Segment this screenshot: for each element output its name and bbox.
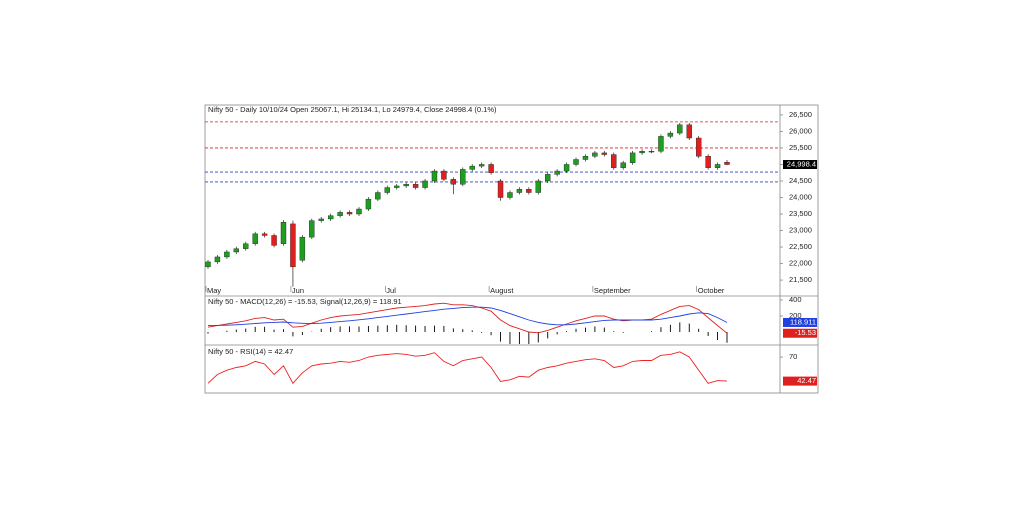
candle-body xyxy=(677,124,683,134)
candle-body xyxy=(573,159,579,165)
candle-body xyxy=(290,223,296,268)
series-line xyxy=(207,351,728,385)
price-tag-label: -15.53 xyxy=(795,328,816,337)
candle-body xyxy=(705,155,711,168)
candle-body xyxy=(412,184,419,188)
candle-body xyxy=(648,151,655,153)
candle-body xyxy=(601,152,608,155)
candle-body xyxy=(243,243,249,249)
x-tick-label: August xyxy=(490,286,514,295)
candle-body xyxy=(205,261,211,268)
candle-body xyxy=(460,169,466,185)
price-tag-label: 42.47 xyxy=(797,376,816,385)
candle-body xyxy=(318,218,324,221)
candle-body xyxy=(582,155,589,160)
candle-body xyxy=(658,136,664,152)
candle-body xyxy=(261,233,268,236)
y-tick-label: 24,000 xyxy=(789,192,812,201)
candle-body xyxy=(724,162,730,165)
candle-body xyxy=(478,164,485,167)
candle-body xyxy=(422,180,428,188)
price-tag xyxy=(783,376,817,386)
candle-body xyxy=(450,179,457,185)
candle-body xyxy=(516,189,523,193)
candle-body xyxy=(327,215,334,220)
candle-body xyxy=(337,212,343,216)
x-tick-label: Jul xyxy=(386,286,396,295)
candle-body xyxy=(375,192,381,200)
y-tick-label: 400 xyxy=(789,295,802,304)
candle-body xyxy=(309,220,315,238)
candle-body xyxy=(441,170,447,180)
price-tag-label: 24,998.4 xyxy=(787,159,816,168)
y-tick-label: 26,000 xyxy=(789,126,812,135)
candle-body xyxy=(252,233,258,244)
candle-body xyxy=(695,137,702,157)
candle-body xyxy=(714,164,721,168)
y-tick-label: 23,500 xyxy=(789,209,812,218)
candle-body xyxy=(233,248,240,253)
candle-body xyxy=(394,185,400,188)
candle-body xyxy=(629,152,636,164)
candle-body xyxy=(346,212,353,215)
x-tick-label: September xyxy=(594,286,631,295)
y-tick-label: 200 xyxy=(789,311,802,320)
candle-body xyxy=(469,165,475,170)
candle-body xyxy=(403,184,409,187)
x-tick-label: Jun xyxy=(292,286,304,295)
candle-body xyxy=(620,162,626,168)
candle-body xyxy=(214,256,221,263)
panel-title: Nifty 50 - RSI(14) = 42.47 xyxy=(208,347,293,356)
y-tick-label: 70 xyxy=(789,352,797,361)
price-tag xyxy=(783,160,817,170)
panel-title: Nifty 50 - MACD(12,26) = -15.53, Signal(… xyxy=(208,297,402,306)
y-tick-label: 26,500 xyxy=(789,110,812,119)
candle-body xyxy=(431,170,438,182)
candle-body xyxy=(563,164,570,172)
price-tag-label: 118.911 xyxy=(790,317,816,326)
candle-body xyxy=(639,151,645,154)
candle-body xyxy=(667,132,674,137)
candle-body xyxy=(611,154,617,168)
y-tick-label: 25,500 xyxy=(789,143,812,152)
y-tick-label: 21,500 xyxy=(789,275,812,284)
x-tick-label: May xyxy=(207,286,221,295)
candle-body xyxy=(592,152,598,157)
y-tick-label: 23,000 xyxy=(789,226,812,235)
candle-body xyxy=(280,222,287,244)
candle-body xyxy=(497,180,504,198)
price-tag xyxy=(783,328,817,338)
candle-body xyxy=(554,170,560,175)
y-tick-label: 22,500 xyxy=(789,242,812,251)
series-line xyxy=(207,306,728,327)
y-tick-label: 24,500 xyxy=(789,176,812,185)
candle-body xyxy=(535,180,541,193)
candle-body xyxy=(365,198,372,210)
candle-body xyxy=(299,236,306,261)
candle-body xyxy=(545,174,551,182)
candle-body xyxy=(224,251,230,258)
candle-body xyxy=(507,192,513,198)
candle-body xyxy=(526,189,532,193)
panel-title: Nifty 50 - Daily 10/10/24 Open 25067.1, … xyxy=(208,105,497,114)
candle-body xyxy=(356,208,362,215)
candle-body xyxy=(384,187,390,193)
x-tick-label: October xyxy=(698,286,725,295)
price-tag xyxy=(783,317,817,327)
candle-body xyxy=(488,164,494,173)
candle-body xyxy=(686,124,692,139)
candle-body xyxy=(271,235,277,246)
y-tick-label: 22,000 xyxy=(789,259,812,268)
